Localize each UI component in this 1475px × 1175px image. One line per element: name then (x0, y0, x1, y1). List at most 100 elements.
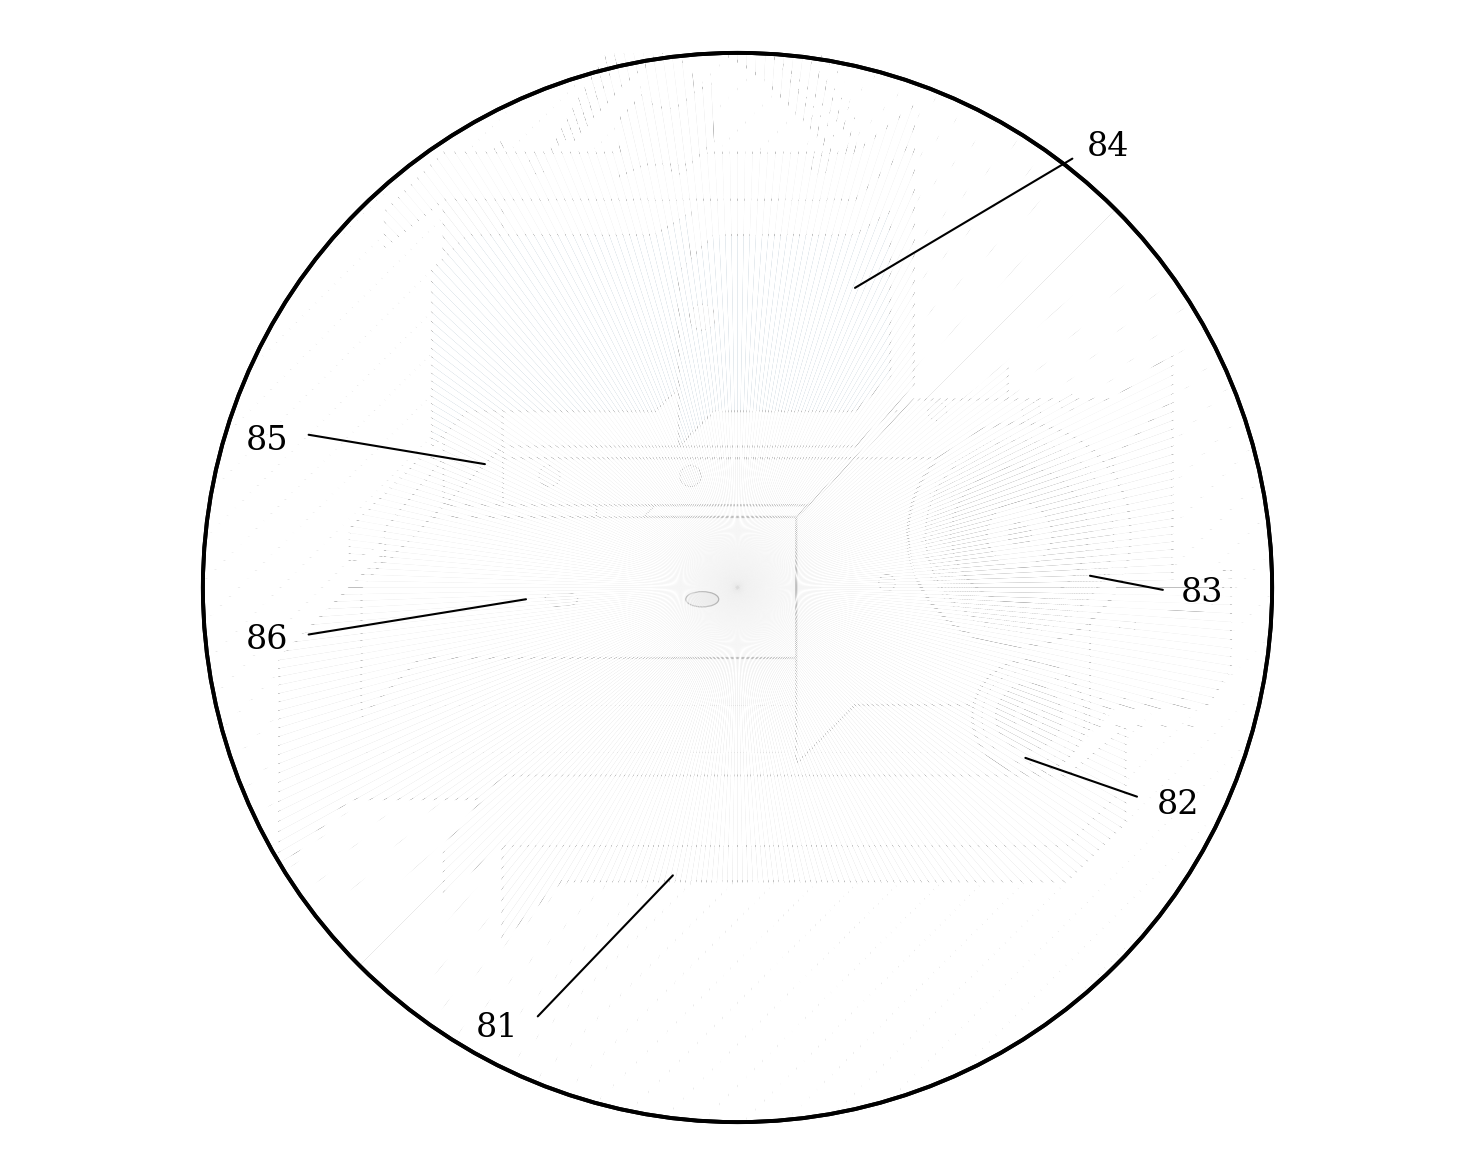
Polygon shape (738, 0, 1103, 588)
Polygon shape (553, 0, 738, 588)
Polygon shape (584, 0, 738, 588)
Polygon shape (738, 132, 1475, 588)
Polygon shape (0, 588, 738, 1175)
Polygon shape (279, 517, 1090, 870)
Polygon shape (0, 588, 738, 1175)
Polygon shape (444, 728, 1125, 893)
Polygon shape (676, 0, 738, 588)
Polygon shape (0, 588, 738, 954)
Circle shape (965, 474, 981, 490)
Polygon shape (738, 0, 1475, 588)
Polygon shape (0, 0, 738, 588)
Polygon shape (49, 0, 737, 588)
Polygon shape (550, 0, 832, 153)
Polygon shape (0, 588, 738, 833)
Polygon shape (738, 588, 768, 1175)
Polygon shape (0, 0, 738, 588)
Polygon shape (738, 0, 1475, 588)
Polygon shape (0, 588, 738, 1175)
Circle shape (972, 660, 1086, 773)
Polygon shape (49, 588, 737, 1175)
Polygon shape (0, 0, 738, 588)
Polygon shape (0, 0, 738, 588)
Polygon shape (738, 588, 1475, 1073)
Polygon shape (620, 82, 714, 176)
Polygon shape (0, 251, 738, 588)
Polygon shape (350, 470, 1090, 634)
Polygon shape (738, 588, 1475, 893)
Polygon shape (738, 588, 1475, 772)
Polygon shape (0, 0, 738, 588)
Polygon shape (0, 588, 738, 1175)
Polygon shape (738, 588, 1475, 1175)
Polygon shape (0, 14, 738, 588)
Polygon shape (738, 588, 1475, 1175)
Polygon shape (738, 0, 1475, 588)
Polygon shape (738, 0, 1475, 588)
Polygon shape (738, 588, 1454, 1175)
Polygon shape (738, 0, 1475, 588)
Polygon shape (385, 106, 913, 247)
Polygon shape (738, 342, 1475, 588)
Polygon shape (645, 0, 738, 588)
Polygon shape (0, 0, 738, 588)
Polygon shape (0, 588, 738, 983)
Polygon shape (1090, 564, 1232, 611)
Polygon shape (0, 42, 738, 588)
Polygon shape (738, 495, 1475, 588)
Polygon shape (738, 588, 1475, 680)
Polygon shape (738, 0, 1475, 588)
Polygon shape (0, 0, 738, 588)
Circle shape (689, 304, 715, 330)
Text: 85: 85 (246, 424, 289, 457)
Polygon shape (553, 588, 738, 1175)
Polygon shape (0, 588, 738, 1175)
Polygon shape (0, 282, 738, 588)
Polygon shape (738, 588, 1341, 1175)
Polygon shape (738, 588, 1426, 1175)
Polygon shape (0, 0, 738, 588)
Polygon shape (738, 588, 1475, 1175)
Polygon shape (0, 588, 738, 1175)
Polygon shape (738, 0, 922, 588)
Polygon shape (738, 588, 1475, 1175)
Polygon shape (738, 0, 1398, 588)
Polygon shape (444, 141, 503, 505)
Polygon shape (738, 42, 1475, 588)
Polygon shape (0, 0, 738, 588)
Polygon shape (0, 0, 738, 588)
Polygon shape (0, 0, 738, 588)
Circle shape (909, 423, 1131, 646)
Polygon shape (0, 588, 738, 1175)
Polygon shape (0, 588, 738, 1175)
Polygon shape (738, 588, 1475, 1175)
Polygon shape (738, 0, 1475, 588)
Polygon shape (252, 588, 738, 1175)
Polygon shape (0, 588, 738, 1175)
Polygon shape (738, 0, 1475, 588)
Polygon shape (738, 588, 1475, 924)
Polygon shape (738, 588, 1475, 1175)
Polygon shape (738, 588, 1475, 803)
Polygon shape (0, 0, 738, 588)
Polygon shape (738, 0, 1475, 588)
Ellipse shape (544, 591, 578, 607)
Polygon shape (738, 0, 1475, 588)
Polygon shape (738, 588, 1475, 711)
Polygon shape (77, 588, 738, 1175)
Polygon shape (738, 0, 1013, 588)
Polygon shape (738, 0, 1223, 588)
Polygon shape (738, 588, 1475, 1175)
Circle shape (1013, 701, 1044, 732)
Polygon shape (738, 0, 830, 588)
Polygon shape (0, 588, 738, 1175)
Polygon shape (738, 588, 1475, 1175)
Polygon shape (341, 588, 738, 1175)
Polygon shape (738, 588, 1475, 618)
Polygon shape (0, 588, 738, 741)
Bar (150, 0, 1325, 53)
Polygon shape (738, 588, 1475, 1175)
Polygon shape (0, 0, 738, 588)
Polygon shape (432, 588, 738, 1175)
Polygon shape (738, 0, 1475, 588)
